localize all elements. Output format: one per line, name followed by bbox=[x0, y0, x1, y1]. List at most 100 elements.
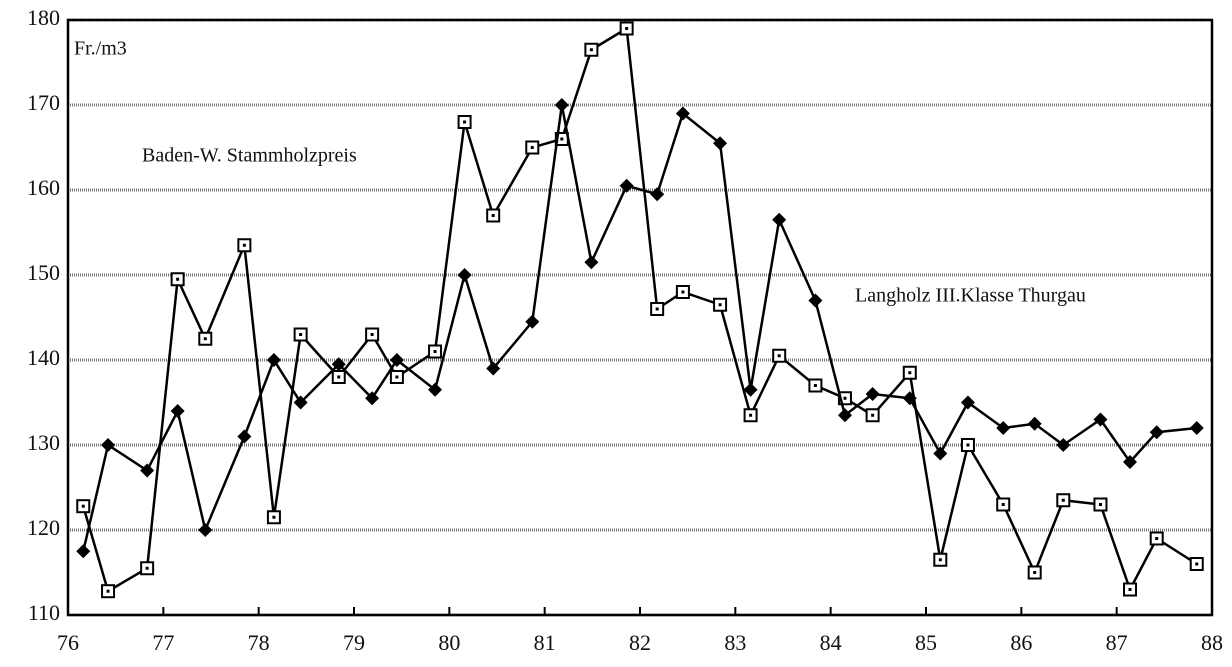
marker-dot bbox=[843, 396, 847, 400]
marker-dot bbox=[966, 443, 970, 447]
marker bbox=[675, 106, 690, 121]
series-line bbox=[82, 26, 1198, 594]
marker-dot bbox=[1033, 571, 1037, 574]
annotation: Langholz III.Klasse Thurgau bbox=[855, 285, 1086, 307]
y-tick-label: 130 bbox=[27, 430, 60, 455]
marker bbox=[650, 187, 665, 202]
marker bbox=[170, 404, 185, 418]
marker bbox=[933, 446, 948, 461]
marker-dot bbox=[560, 137, 564, 141]
marker bbox=[457, 268, 472, 282]
marker bbox=[837, 408, 852, 423]
marker bbox=[902, 391, 917, 406]
y-tick-label: 160 bbox=[27, 175, 60, 200]
x-tick-label: 87 bbox=[1106, 630, 1128, 655]
marker-dot bbox=[145, 566, 149, 570]
x-tick-label: 78 bbox=[248, 630, 270, 655]
marker bbox=[772, 212, 787, 227]
x-tick-label: 80 bbox=[438, 630, 460, 655]
marker bbox=[140, 463, 155, 478]
marker bbox=[1123, 455, 1138, 469]
marker-dot bbox=[681, 290, 685, 294]
marker bbox=[1149, 425, 1164, 440]
marker-dot bbox=[655, 307, 659, 311]
marker-dot bbox=[908, 371, 912, 375]
marker-dot bbox=[299, 333, 303, 336]
marker-dot bbox=[1098, 503, 1102, 506]
x-tick-label: 88 bbox=[1201, 630, 1223, 655]
marker-dot bbox=[463, 120, 467, 124]
marker-dot bbox=[813, 384, 817, 387]
marker bbox=[1189, 421, 1204, 435]
marker-dot bbox=[395, 375, 399, 379]
marker bbox=[554, 98, 569, 112]
x-tick-label: 83 bbox=[724, 630, 746, 655]
marker bbox=[331, 357, 346, 372]
marker-dot bbox=[625, 27, 629, 30]
marker-dot bbox=[938, 558, 942, 562]
plot-frame bbox=[66, 18, 1214, 617]
marker bbox=[1093, 412, 1108, 427]
y-tick-label: 150 bbox=[27, 260, 60, 285]
marker-dot bbox=[176, 277, 180, 281]
marker-dot bbox=[337, 375, 341, 379]
marker-dot bbox=[777, 354, 781, 358]
marker bbox=[1056, 438, 1071, 452]
marker-dot bbox=[106, 589, 110, 593]
marker bbox=[428, 382, 443, 397]
marker-dot bbox=[1195, 562, 1199, 566]
x-tick-label: 79 bbox=[343, 630, 365, 655]
marker-dot bbox=[1128, 588, 1132, 591]
series-line bbox=[82, 104, 1197, 552]
marker-dot bbox=[272, 515, 276, 519]
marker bbox=[486, 361, 501, 376]
marker-dot bbox=[871, 413, 875, 417]
y-tick-label: 180 bbox=[27, 5, 60, 30]
marker bbox=[865, 387, 880, 401]
marker-dot bbox=[749, 413, 753, 417]
marker bbox=[198, 523, 213, 537]
marker-dot bbox=[530, 146, 534, 149]
marker bbox=[808, 293, 823, 308]
marker bbox=[525, 314, 540, 329]
y-tick-label: 110 bbox=[28, 600, 60, 625]
marker-dot bbox=[1155, 537, 1159, 540]
marker-dot bbox=[1001, 503, 1005, 506]
x-tick-label: 76 bbox=[57, 630, 79, 655]
marker bbox=[266, 353, 281, 367]
y-tick-label: 140 bbox=[27, 345, 60, 370]
marker bbox=[584, 255, 599, 270]
x-tick-label: 82 bbox=[629, 630, 651, 655]
marker-dot bbox=[589, 48, 593, 52]
marker bbox=[1027, 416, 1042, 431]
marker bbox=[996, 421, 1011, 435]
marker bbox=[619, 178, 634, 193]
y-tick-label: 120 bbox=[27, 515, 60, 540]
marker bbox=[76, 544, 91, 559]
marker bbox=[101, 438, 116, 452]
marker-dot bbox=[718, 303, 722, 307]
x-tick-label: 77 bbox=[152, 630, 174, 655]
marker-dot bbox=[370, 333, 374, 336]
marker bbox=[713, 136, 728, 151]
annotation: Baden-W. Stammholzpreis bbox=[142, 145, 357, 167]
x-tick-label: 85 bbox=[915, 630, 937, 655]
marker bbox=[237, 429, 252, 444]
marker-dot bbox=[203, 337, 207, 341]
marker bbox=[365, 391, 380, 406]
marker bbox=[389, 353, 404, 367]
marker-dot bbox=[433, 350, 437, 353]
marker-dot bbox=[242, 243, 246, 247]
y-axis-label: Fr./m3 bbox=[74, 38, 127, 60]
x-tick-label: 84 bbox=[820, 630, 842, 655]
marker-dot bbox=[81, 504, 85, 508]
marker-dot bbox=[1061, 498, 1065, 502]
x-tick-label: 81 bbox=[534, 630, 556, 655]
y-tick-label: 170 bbox=[27, 90, 60, 115]
marker bbox=[960, 395, 975, 410]
x-tick-label: 86 bbox=[1010, 630, 1032, 655]
marker bbox=[743, 382, 758, 397]
marker bbox=[293, 395, 308, 410]
marker-dot bbox=[491, 214, 495, 217]
